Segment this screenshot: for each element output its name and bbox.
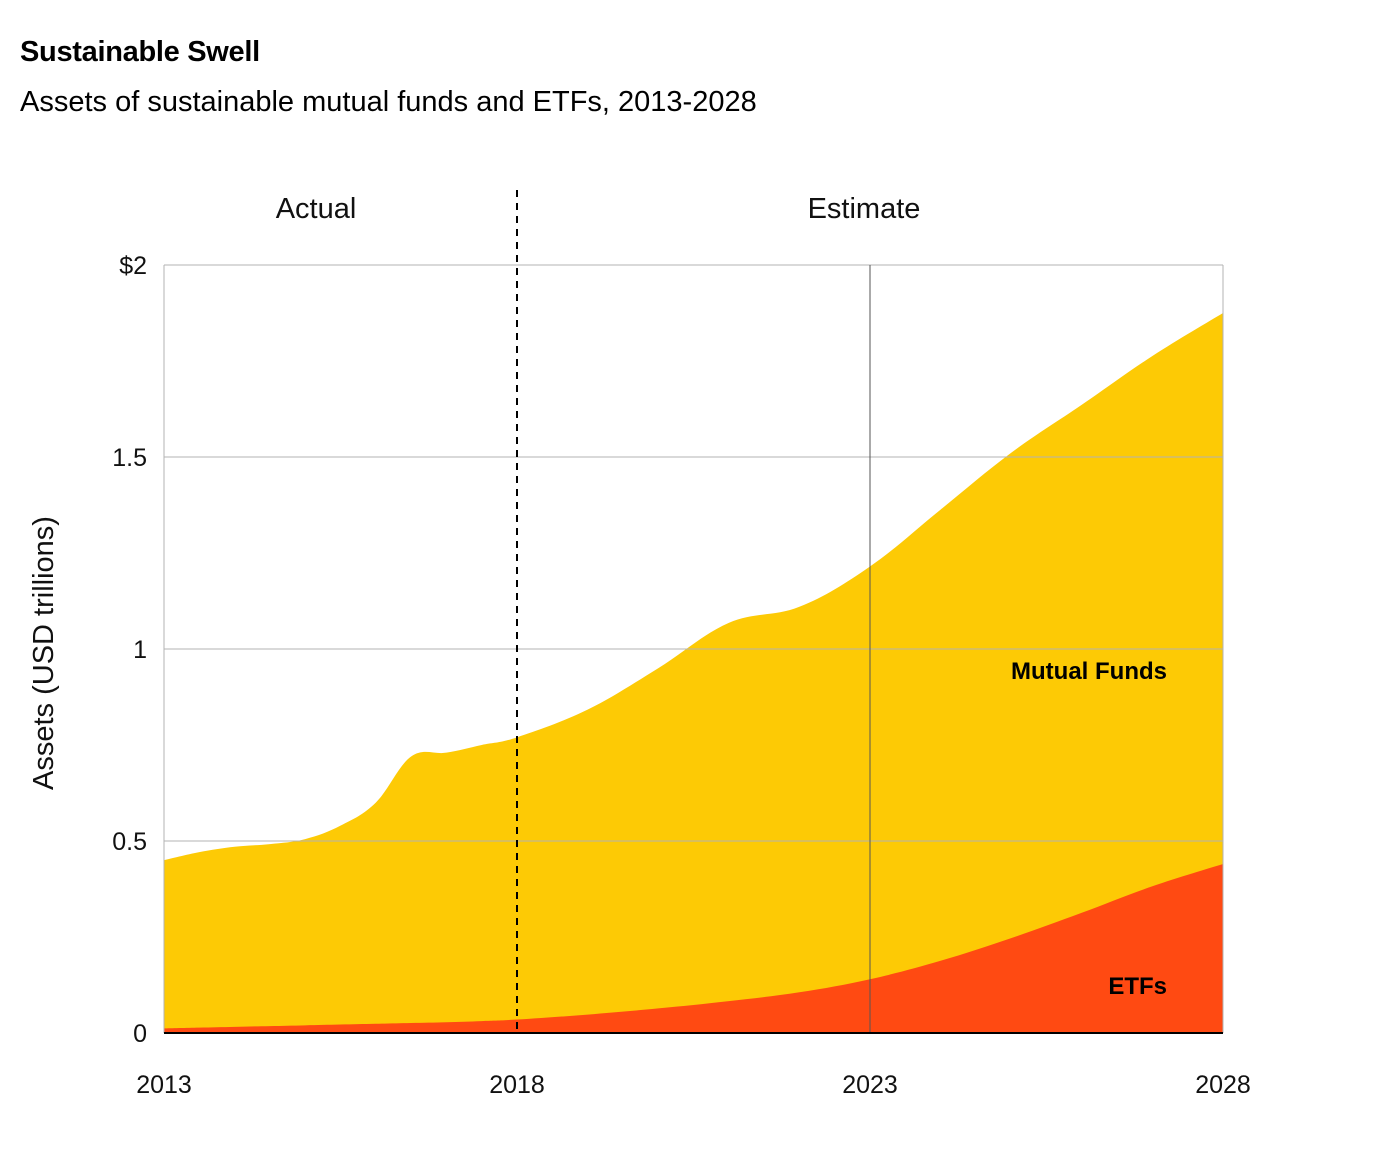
series-label-etfs: ETFs <box>1108 973 1167 1000</box>
phase-label-estimate: Estimate <box>808 193 921 225</box>
area-etfs <box>164 864 1223 1033</box>
y-tick-label: 0.5 <box>112 828 147 856</box>
y-tick-label: 0 <box>133 1020 147 1048</box>
x-tick-label: 2013 <box>136 1071 192 1099</box>
series-label-mutual-funds: Mutual Funds <box>1011 658 1167 685</box>
x-tick-label: 2028 <box>1195 1071 1251 1099</box>
y-axis-label: Assets (USD trillions) <box>28 516 60 790</box>
phase-label-actual: Actual <box>276 193 357 225</box>
chart-title: Sustainable Swell <box>20 36 260 68</box>
y-tick-label: $2 <box>119 252 147 280</box>
y-tick-label: 1.5 <box>112 444 147 472</box>
x-tick-label: 2023 <box>842 1071 898 1099</box>
x-tick-label: 2018 <box>489 1071 545 1099</box>
y-tick-label: 1 <box>133 636 147 664</box>
area-mutual-funds <box>164 313 1223 1033</box>
chart-subtitle: Assets of sustainable mutual funds and E… <box>20 86 757 118</box>
